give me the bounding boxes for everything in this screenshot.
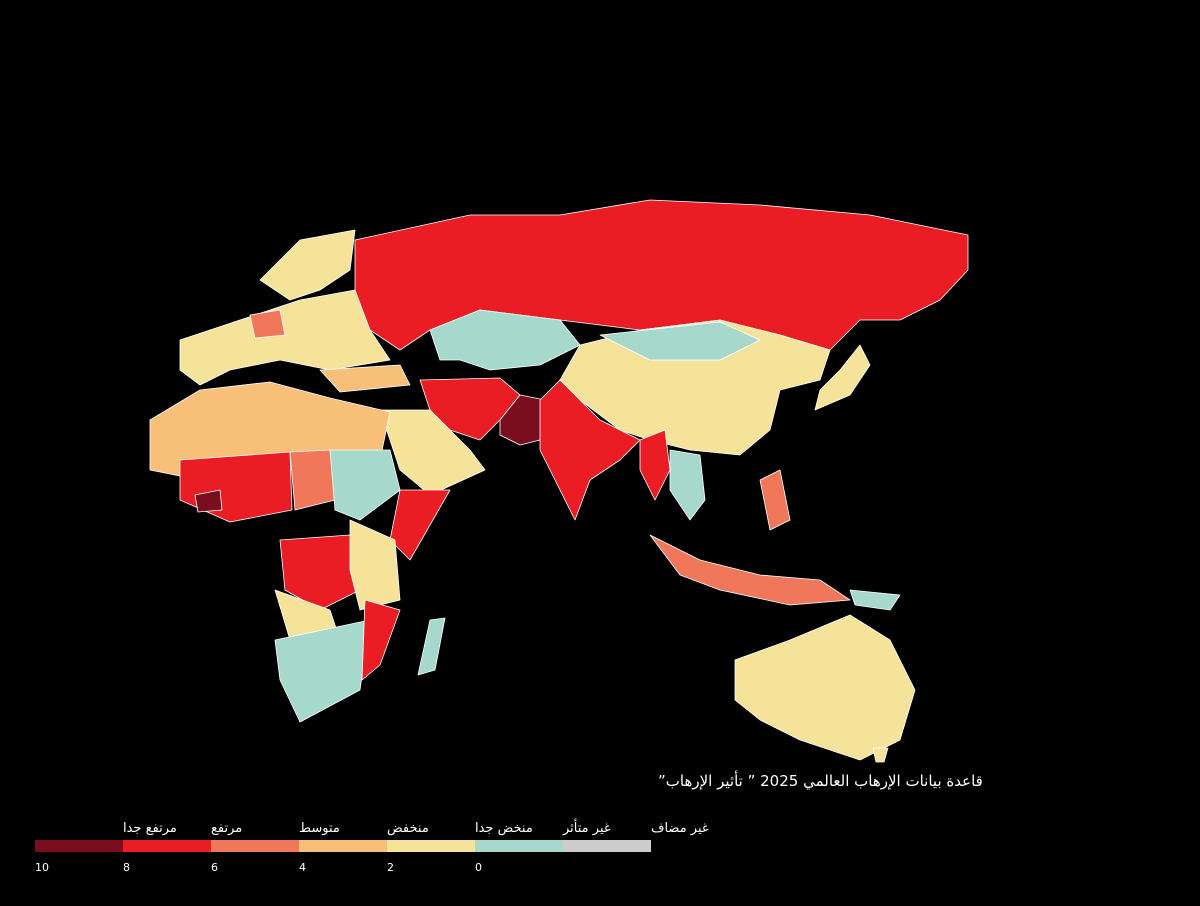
russia [354, 199, 969, 351]
southern-africa [274, 619, 371, 723]
map-title: قاعدة بيانات الإرهاب العالمي 2025 ” تأثي… [658, 770, 983, 791]
legend-label: غير مضاف [651, 821, 709, 836]
tasmania [872, 747, 889, 763]
papua [849, 589, 901, 611]
legend-tick: 4 [299, 861, 306, 874]
philippines [759, 469, 791, 531]
australia [734, 614, 916, 761]
legend: مرتفع جدا مرتفع متوسط منخفض منخض جدا غير متأث… [35, 818, 709, 874]
east-africa [329, 449, 401, 521]
saudi-arabia [379, 409, 486, 496]
legend-label: منخفض [387, 821, 429, 836]
indonesia [649, 534, 851, 606]
legend-tick: 10 [35, 861, 49, 874]
legend-swatch [387, 840, 475, 852]
scandinavia [259, 229, 356, 301]
myanmar [639, 429, 671, 501]
legend-swatch [123, 840, 211, 852]
europe [179, 289, 391, 386]
legend-tick: 8 [123, 861, 130, 874]
legend-swatch [35, 840, 123, 852]
indochina [669, 449, 706, 521]
land-shapes [149, 199, 969, 763]
kazakhstan [429, 309, 581, 371]
turkey [319, 364, 411, 393]
japan [814, 344, 871, 411]
legend-swatch [563, 840, 651, 852]
germany [249, 309, 286, 339]
burkina-faso [194, 489, 223, 513]
legend-swatch [475, 840, 563, 852]
somalia [389, 489, 451, 561]
sudan [289, 449, 336, 511]
india [539, 379, 641, 521]
madagascar [417, 617, 446, 676]
legend-label: مرتفع جدا [123, 821, 177, 836]
legend-tick: 6 [211, 861, 218, 874]
legend-swatch [299, 840, 387, 852]
mozambique [361, 599, 401, 681]
central-africa [279, 534, 361, 611]
legend-swatch [211, 840, 299, 852]
legend-tick: 0 [475, 861, 482, 874]
sahel [179, 451, 293, 523]
legend-label: مرتفع [211, 821, 242, 836]
legend-tick: 2 [387, 861, 394, 874]
legend-label: منخض جدا [475, 821, 533, 836]
mongolia [599, 321, 761, 361]
legend-label: غير متأثر [562, 818, 611, 836]
china [559, 319, 831, 456]
legend-label: متوسط [299, 821, 340, 836]
